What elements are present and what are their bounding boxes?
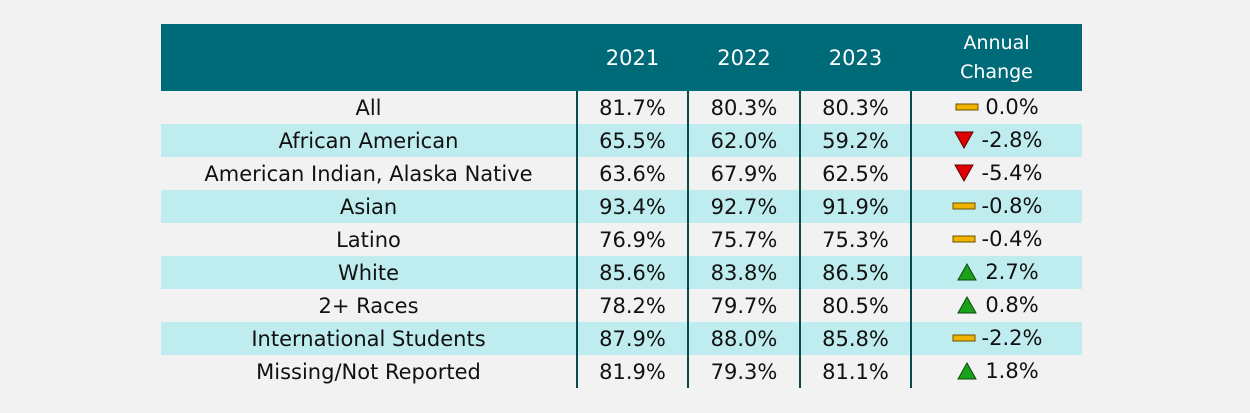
change-cell: 1.8%	[910, 355, 1082, 388]
value-cell: 83.8%	[687, 256, 800, 289]
value-cell: 91.9%	[799, 190, 911, 223]
change-value: 0.8%	[985, 292, 1039, 317]
change-content: -0.4%	[952, 226, 1043, 251]
change-cell: 2.7%	[910, 256, 1082, 289]
table-body: All 81.7% 80.3% 80.3% 0.0% African American 65…	[161, 91, 1082, 388]
table-row: All 81.7% 80.3% 80.3% 0.0%	[161, 91, 1082, 124]
value-cell: 67.9%	[687, 157, 800, 190]
up-triangle-icon	[955, 262, 979, 281]
value-cell: 81.9%	[576, 355, 688, 388]
value-cell: 79.3%	[687, 355, 800, 388]
change-value: -2.2%	[981, 325, 1043, 350]
table-row: African American 65.5% 62.0% 59.2% -2.8%	[161, 124, 1082, 157]
dash-icon	[955, 98, 979, 116]
row-label: American Indian, Alaska Native	[161, 157, 577, 190]
value-cell: 76.9%	[576, 223, 688, 256]
change-value: 1.8%	[985, 358, 1039, 383]
header-cell-2023: 2023	[800, 24, 911, 91]
value-cell: 85.8%	[799, 322, 911, 355]
dash-icon	[952, 230, 976, 248]
data-table: 2021 2022 2023 Annual Change All 81.7% 80.…	[161, 24, 1082, 388]
table-row: 2+ Races 78.2% 79.7% 80.5% 0.8%	[161, 289, 1082, 322]
change-value: -5.4%	[981, 160, 1043, 185]
row-label: Latino	[161, 223, 577, 256]
value-cell: 63.6%	[576, 157, 688, 190]
value-cell: 62.5%	[799, 157, 911, 190]
down-triangle-icon	[952, 131, 976, 149]
value-cell: 78.2%	[576, 289, 688, 322]
change-content: -2.2%	[952, 325, 1043, 350]
change-value: -0.4%	[981, 226, 1043, 251]
header-cell-group	[161, 24, 577, 91]
down-triangle-icon	[952, 164, 976, 182]
change-value: -0.8%	[981, 193, 1043, 218]
change-content: -2.8%	[952, 127, 1043, 152]
value-cell: 80.3%	[687, 91, 800, 124]
value-cell: 65.5%	[576, 124, 688, 157]
change-cell: -2.2%	[910, 322, 1082, 355]
table-row: American Indian, Alaska Native 63.6% 67.9%…	[161, 157, 1082, 190]
value-cell: 93.4%	[576, 190, 688, 223]
value-cell: 87.9%	[576, 322, 688, 355]
value-cell: 86.5%	[799, 256, 911, 289]
table-row: Missing/Not Reported 81.9% 79.3% 81.1% 1.8%	[161, 355, 1082, 388]
header-cell-annual-change: Annual Change	[911, 24, 1082, 91]
value-cell: 81.1%	[799, 355, 911, 388]
change-value: -2.8%	[981, 127, 1043, 152]
dash-icon	[952, 197, 976, 215]
change-content: 0.8%	[955, 292, 1039, 317]
change-content: 1.8%	[955, 358, 1039, 383]
value-cell: 80.3%	[799, 91, 911, 124]
table-row: International Students 87.9% 88.0% 85.8% -2.…	[161, 322, 1082, 355]
change-content: 0.0%	[955, 94, 1039, 119]
change-content: -5.4%	[952, 160, 1043, 185]
value-cell: 81.7%	[576, 91, 688, 124]
value-cell: 88.0%	[687, 322, 800, 355]
header-cell-2021: 2021	[577, 24, 688, 91]
row-label: International Students	[161, 322, 577, 355]
header-row: 2021 2022 2023 Annual Change	[161, 24, 1082, 91]
value-cell: 92.7%	[687, 190, 800, 223]
value-cell: 79.7%	[687, 289, 800, 322]
up-triangle-icon	[955, 361, 979, 380]
value-cell: 75.3%	[799, 223, 911, 256]
up-triangle-icon	[955, 295, 979, 314]
table-row: Asian 93.4% 92.7% 91.9% -0.8%	[161, 190, 1082, 223]
row-label: Asian	[161, 190, 577, 223]
row-label: All	[161, 91, 577, 124]
change-content: -0.8%	[952, 193, 1043, 218]
change-cell: -2.8%	[910, 124, 1082, 157]
change-value: 0.0%	[985, 94, 1039, 119]
change-content: 2.7%	[955, 259, 1039, 284]
change-cell: -0.8%	[910, 190, 1082, 223]
value-cell: 85.6%	[576, 256, 688, 289]
change-cell: 0.0%	[910, 91, 1082, 124]
value-cell: 75.7%	[687, 223, 800, 256]
value-cell: 59.2%	[799, 124, 911, 157]
dash-icon	[952, 329, 976, 347]
header-cell-2022: 2022	[688, 24, 800, 91]
change-cell: -5.4%	[910, 157, 1082, 190]
change-value: 2.7%	[985, 259, 1039, 284]
row-label: White	[161, 256, 577, 289]
value-cell: 80.5%	[799, 289, 911, 322]
table-row: Latino 76.9% 75.7% 75.3% -0.4%	[161, 223, 1082, 256]
change-cell: 0.8%	[910, 289, 1082, 322]
row-label: African American	[161, 124, 577, 157]
change-cell: -0.4%	[910, 223, 1082, 256]
row-label: Missing/Not Reported	[161, 355, 577, 388]
row-label: 2+ Races	[161, 289, 577, 322]
value-cell: 62.0%	[687, 124, 800, 157]
table-row: White 85.6% 83.8% 86.5% 2.7%	[161, 256, 1082, 289]
